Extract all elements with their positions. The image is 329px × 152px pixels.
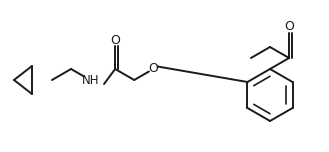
Text: O: O <box>148 62 158 76</box>
Text: NH: NH <box>82 74 100 88</box>
Text: O: O <box>110 33 120 47</box>
Text: O: O <box>284 21 294 33</box>
